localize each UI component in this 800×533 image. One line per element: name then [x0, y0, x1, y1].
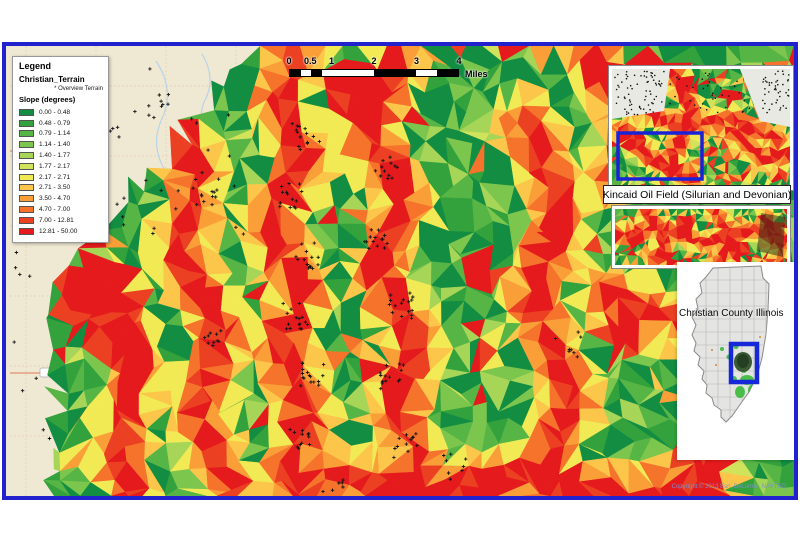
scalebar-labels: 0 0.5 1 2 3 4 [286, 56, 462, 67]
scalebar: 0 0.5 1 2 3 4 Miles [286, 56, 487, 84]
legend-class-swatch [19, 195, 34, 203]
legend-class-label: 0.00 - 0.48 [39, 108, 71, 116]
legend-class-row: 1.14 - 1.40 [19, 139, 103, 150]
legend-panel: Legend Christian_Terrain * Overview Terr… [12, 56, 109, 243]
legend-class-row: 12.81 - 50.00 [19, 226, 103, 237]
legend-class-label: 3.50 - 4.70 [39, 195, 71, 203]
legend-class-row: 2.17 - 2.71 [19, 172, 103, 183]
legend-class-label: 1.14 - 1.40 [39, 141, 71, 149]
legend-class-row: 7.00 - 12.81 [19, 215, 103, 226]
kincaid-label: Kincaid Oil Field (Silurian and Devonian… [603, 185, 791, 204]
legend-class-swatch [19, 152, 34, 160]
legend-class-label: 0.48 - 0.79 [39, 119, 71, 127]
scalebar-segment [300, 70, 311, 76]
legend-class-swatch [19, 141, 34, 149]
legend-class-swatch [19, 227, 34, 235]
scalebar-tick-label: 0.5 [303, 56, 317, 66]
legend-class-swatch [19, 216, 34, 224]
illinois-state-map[interactable] [677, 262, 795, 460]
legend-class-label: 2.71 - 3.50 [39, 184, 71, 192]
legend-class-row: 2.71 - 3.50 [19, 183, 103, 194]
legend-class-label: 1.77 - 2.17 [39, 162, 71, 170]
legend-class-row: 4.70 - 7.00 [19, 204, 103, 215]
legend-classes: 0.00 - 0.48 0.48 - 0.79 0.79 - 1.14 1.14 - … [19, 107, 103, 237]
legend-title: Legend [19, 61, 52, 71]
legend-class-row: 0.00 - 0.48 [19, 107, 103, 118]
scalebar-segment [332, 70, 374, 76]
map-frame: 0 0.5 1 2 3 4 Miles Legend Christian_Terrain … [2, 42, 798, 500]
legend-class-swatch [19, 108, 34, 116]
scalebar-segment [321, 70, 332, 76]
legend-class-label: 4.70 - 7.00 [39, 206, 71, 214]
scalebar-tick-label: 1 [328, 56, 335, 66]
legend-class-swatch [19, 184, 34, 192]
legend-class-swatch [19, 206, 34, 214]
legend-sublayer-name: * Overview Terrain [54, 86, 103, 92]
scalebar-tick-label: 3 [413, 56, 420, 66]
scalebar-segment [311, 70, 322, 76]
legend-field-name: Slope (degrees) [19, 95, 76, 104]
legend-class-swatch [19, 162, 34, 170]
scalebar-tick-label: 0 [286, 56, 292, 66]
scalebar-tick-label: 4 [456, 56, 462, 66]
map-attribution: Copyright:© 2013 Esri, DeLorme, NAVTEQ [671, 484, 786, 490]
state-label: Christian County Illinois [679, 308, 784, 319]
legend-class-label: 2.17 - 2.71 [39, 173, 71, 181]
legend-class-swatch [19, 173, 34, 181]
legend-class-row: 1.77 - 2.17 [19, 161, 103, 172]
overview-extent-rectangle [616, 131, 704, 181]
county-extent-rectangle [728, 341, 760, 385]
scalebar-tick-label: 2 [371, 56, 377, 66]
scalebar-segment [290, 70, 301, 76]
scalebar-segment [374, 70, 416, 76]
overview-inset-map[interactable] [608, 65, 794, 191]
scalebar-segment [437, 70, 458, 76]
legend-class-label: 7.00 - 12.81 [39, 216, 74, 224]
kincaid-inset-map[interactable] [611, 205, 791, 269]
scalebar-bar [289, 69, 459, 77]
legend-class-row: 3.50 - 4.70 [19, 193, 103, 204]
legend-class-label: 0.79 - 1.14 [39, 130, 71, 138]
legend-class-label: 12.81 - 50.00 [39, 227, 78, 235]
legend-class-row: 0.48 - 0.79 [19, 118, 103, 129]
scalebar-unit: Miles [465, 69, 488, 79]
scalebar-segment [416, 70, 437, 76]
legend-class-swatch [19, 130, 34, 138]
legend-class-row: 0.79 - 1.14 [19, 129, 103, 140]
legend-layer-name: Christian_Terrain [19, 75, 85, 84]
legend-class-label: 1.40 - 1.77 [39, 152, 71, 160]
legend-class-swatch [19, 119, 34, 127]
state-inset-box: Christian County Illinois [677, 262, 795, 460]
oil-well-markers [12, 67, 638, 494]
legend-class-row: 1.40 - 1.77 [19, 150, 103, 161]
